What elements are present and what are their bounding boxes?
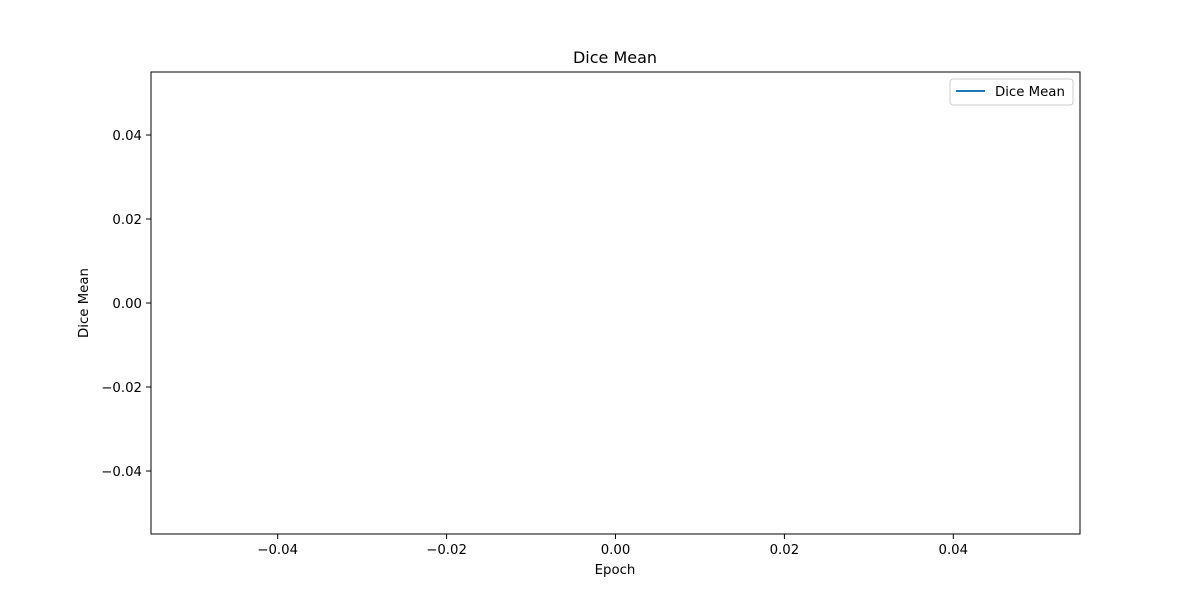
y-tick-label: 0.02 [112,213,142,228]
y-tick-label: −0.04 [101,465,142,480]
axes-frame [150,71,1081,535]
legend-box [949,78,1074,106]
y-tick-label: 0.00 [112,297,142,312]
x-tick-label: −0.02 [426,543,467,558]
x-tick-label: 0.04 [939,543,969,558]
legend-entry-dice-mean: Dice Mean [995,85,1065,100]
y-axis-label: Dice Mean [77,268,92,338]
x-tick-label: −0.04 [257,543,298,558]
legend: Dice Mean [949,78,1074,106]
chart-title: Dice Mean [573,48,657,67]
y-tick-label: 0.04 [112,129,142,144]
y-tick-label: −0.02 [101,381,142,396]
x-tick-label: 0.02 [770,543,800,558]
x-tick-label: 0.00 [601,543,631,558]
y-axis-ticks: 0.04 0.02 0.00 −0.02 −0.04 [101,129,151,480]
x-axis-ticks: −0.04 −0.02 0.00 0.02 0.04 [257,534,968,558]
plot-area [150,71,1081,535]
x-axis-label: Epoch [595,563,636,578]
